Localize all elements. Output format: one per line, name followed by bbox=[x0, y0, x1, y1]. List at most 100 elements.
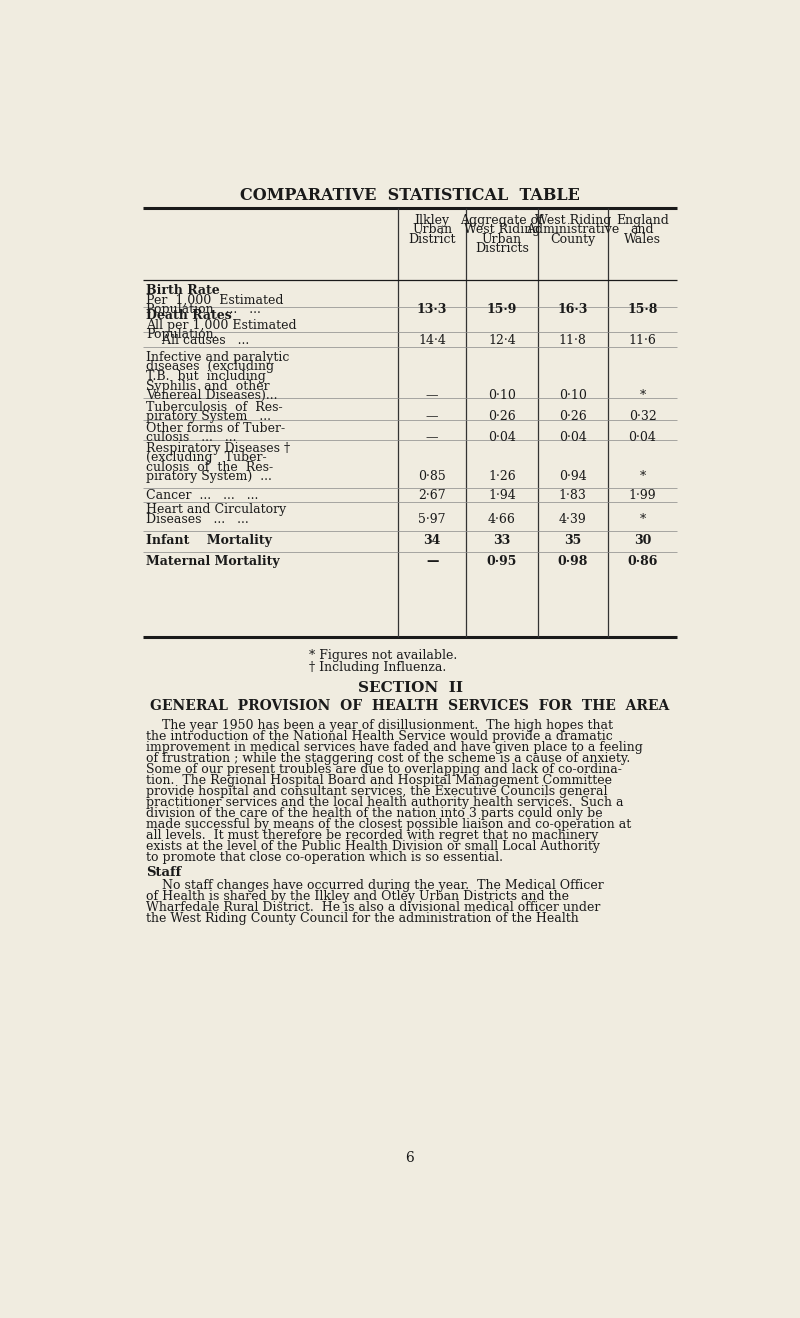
Text: culosis  of  the  Res-: culosis of the Res- bbox=[146, 461, 274, 473]
Text: 0·04: 0·04 bbox=[488, 431, 516, 444]
Text: Other forms of Tuber-: Other forms of Tuber- bbox=[146, 422, 286, 435]
Text: 15·8: 15·8 bbox=[627, 303, 658, 316]
Text: and: and bbox=[630, 223, 654, 236]
Text: exists at the level of the Public Health Division or small Local Authority: exists at the level of the Public Health… bbox=[146, 840, 601, 853]
Text: 0·26: 0·26 bbox=[488, 410, 516, 423]
Text: 0·10: 0·10 bbox=[559, 389, 586, 402]
Text: —: — bbox=[426, 431, 438, 444]
Text: diseases  (excluding: diseases (excluding bbox=[146, 360, 274, 373]
Text: 2·67: 2·67 bbox=[418, 489, 446, 502]
Text: Respiratory Diseases †: Respiratory Diseases † bbox=[146, 442, 290, 455]
Text: *: * bbox=[639, 471, 646, 484]
Text: *: * bbox=[639, 513, 646, 526]
Text: Tuberculosis  of  Res-: Tuberculosis of Res- bbox=[146, 401, 283, 414]
Text: 0·26: 0·26 bbox=[559, 410, 586, 423]
Text: Maternal Mortality: Maternal Mortality bbox=[146, 555, 280, 568]
Text: Birth Rate: Birth Rate bbox=[146, 283, 220, 297]
Text: piratory System   ...: piratory System ... bbox=[146, 410, 271, 423]
Text: All per 1,000 Estimated: All per 1,000 Estimated bbox=[146, 319, 297, 332]
Text: 15·9: 15·9 bbox=[486, 303, 517, 316]
Text: tion.  The Regional Hospital Board and Hospital Management Committee: tion. The Regional Hospital Board and Ho… bbox=[146, 774, 613, 787]
Text: 34: 34 bbox=[423, 534, 441, 547]
Text: (excluding   Tuber-: (excluding Tuber- bbox=[146, 451, 267, 464]
Text: Heart and Circulatory: Heart and Circulatory bbox=[146, 503, 286, 517]
Text: 5·97: 5·97 bbox=[418, 513, 446, 526]
Text: Cancer  ...   ...   ...: Cancer ... ... ... bbox=[146, 489, 259, 502]
Text: culosis   ...   ...: culosis ... ... bbox=[146, 431, 237, 444]
Text: of Health is shared by the Ilkley and Otley Urban Districts and the: of Health is shared by the Ilkley and Ot… bbox=[146, 890, 570, 903]
Text: 0·95: 0·95 bbox=[486, 555, 517, 568]
Text: England: England bbox=[616, 214, 669, 227]
Text: 13·3: 13·3 bbox=[417, 303, 447, 316]
Text: Some of our present troubles are due to overlapping and lack of co-ordina-: Some of our present troubles are due to … bbox=[146, 763, 622, 776]
Text: 30: 30 bbox=[634, 534, 651, 547]
Text: † Including Influenza.: † Including Influenza. bbox=[310, 660, 446, 673]
Text: piratory System)  ...: piratory System) ... bbox=[146, 471, 272, 484]
Text: All causes   ...: All causes ... bbox=[146, 333, 250, 347]
Text: 0·85: 0·85 bbox=[418, 471, 446, 484]
Text: —: — bbox=[426, 555, 438, 568]
Text: 1·94: 1·94 bbox=[488, 489, 516, 502]
Text: GENERAL  PROVISION  OF  HEALTH  SERVICES  FOR  THE  AREA: GENERAL PROVISION OF HEALTH SERVICES FOR… bbox=[150, 700, 670, 713]
Text: Infant    Mortality: Infant Mortality bbox=[146, 534, 272, 547]
Text: 6: 6 bbox=[406, 1152, 414, 1165]
Text: Districts: Districts bbox=[475, 243, 529, 256]
Text: 14·4: 14·4 bbox=[418, 333, 446, 347]
Text: 0·04: 0·04 bbox=[629, 431, 657, 444]
Text: Staff: Staff bbox=[146, 866, 182, 879]
Text: 4·39: 4·39 bbox=[559, 513, 586, 526]
Text: —: — bbox=[426, 389, 438, 402]
Text: of frustration ; while the staggering cost of the scheme is a cause of anxiety.: of frustration ; while the staggering co… bbox=[146, 753, 630, 766]
Text: —: — bbox=[426, 410, 438, 423]
Text: Population   ...   ...: Population ... ... bbox=[146, 303, 262, 316]
Text: 11·6: 11·6 bbox=[629, 333, 657, 347]
Text: COMPARATIVE  STATISTICAL  TABLE: COMPARATIVE STATISTICAL TABLE bbox=[240, 187, 580, 204]
Text: Diseases   ...   ...: Diseases ... ... bbox=[146, 513, 250, 526]
Text: West Riding: West Riding bbox=[534, 214, 611, 227]
Text: 1·26: 1·26 bbox=[488, 471, 516, 484]
Text: Wales: Wales bbox=[624, 233, 661, 246]
Text: 1·83: 1·83 bbox=[559, 489, 586, 502]
Text: Population.: Population. bbox=[146, 328, 218, 341]
Text: 0·04: 0·04 bbox=[559, 431, 586, 444]
Text: provide hospital and consultant services, the Executive Councils general: provide hospital and consultant services… bbox=[146, 786, 608, 799]
Text: 1·99: 1·99 bbox=[629, 489, 656, 502]
Text: 16·3: 16·3 bbox=[558, 303, 588, 316]
Text: 11·8: 11·8 bbox=[559, 333, 586, 347]
Text: made successful by means of the closest possible liaison and co-operation at: made successful by means of the closest … bbox=[146, 818, 632, 830]
Text: Death Rates: Death Rates bbox=[146, 310, 232, 322]
Text: Per  1,000  Estimated: Per 1,000 Estimated bbox=[146, 294, 284, 306]
Text: division of the care of the health of the nation into 3 parts could only be: division of the care of the health of th… bbox=[146, 807, 603, 820]
Text: Syphilis  and  other: Syphilis and other bbox=[146, 380, 270, 393]
Text: Administrative: Administrative bbox=[526, 223, 619, 236]
Text: SECTION  II: SECTION II bbox=[358, 681, 462, 695]
Text: County: County bbox=[550, 233, 595, 246]
Text: Urban: Urban bbox=[482, 233, 522, 246]
Text: 33: 33 bbox=[494, 534, 510, 547]
Text: 0·94: 0·94 bbox=[559, 471, 586, 484]
Text: 0·10: 0·10 bbox=[488, 389, 516, 402]
Text: District: District bbox=[408, 233, 456, 246]
Text: T.B.  but  including: T.B. but including bbox=[146, 370, 266, 384]
Text: 0·98: 0·98 bbox=[558, 555, 588, 568]
Text: to promote that close co-operation which is so essential.: to promote that close co-operation which… bbox=[146, 850, 503, 863]
Text: Urban: Urban bbox=[412, 223, 452, 236]
Text: 35: 35 bbox=[564, 534, 582, 547]
Text: Infective and paralytic: Infective and paralytic bbox=[146, 351, 290, 364]
Text: The year 1950 has been a year of disillusionment.  The high hopes that: The year 1950 has been a year of disillu… bbox=[146, 720, 614, 733]
Text: 12·4: 12·4 bbox=[488, 333, 516, 347]
Text: improvement in medical services have faded and have given place to a feeling: improvement in medical services have fad… bbox=[146, 741, 643, 754]
Text: practitioner services and the local health authority health services.  Such a: practitioner services and the local heal… bbox=[146, 796, 624, 809]
Text: the West Riding County Council for the administration of the Health: the West Riding County Council for the a… bbox=[146, 912, 579, 925]
Text: the introduction of the National Health Service would provide a dramatic: the introduction of the National Health … bbox=[146, 730, 614, 743]
Text: Venereal Diseases)...: Venereal Diseases)... bbox=[146, 389, 278, 402]
Text: Wharfedale Rural District.  He is also a divisional medical officer under: Wharfedale Rural District. He is also a … bbox=[146, 902, 601, 915]
Text: 4·66: 4·66 bbox=[488, 513, 516, 526]
Text: West Riding: West Riding bbox=[464, 223, 540, 236]
Text: Aggregate of: Aggregate of bbox=[461, 214, 543, 227]
Text: 0·86: 0·86 bbox=[627, 555, 658, 568]
Text: 0·32: 0·32 bbox=[629, 410, 656, 423]
Text: Ilkley: Ilkley bbox=[414, 214, 450, 227]
Text: all levels.  It must therefore be recorded with regret that no machinery: all levels. It must therefore be recorde… bbox=[146, 829, 599, 842]
Text: *: * bbox=[639, 389, 646, 402]
